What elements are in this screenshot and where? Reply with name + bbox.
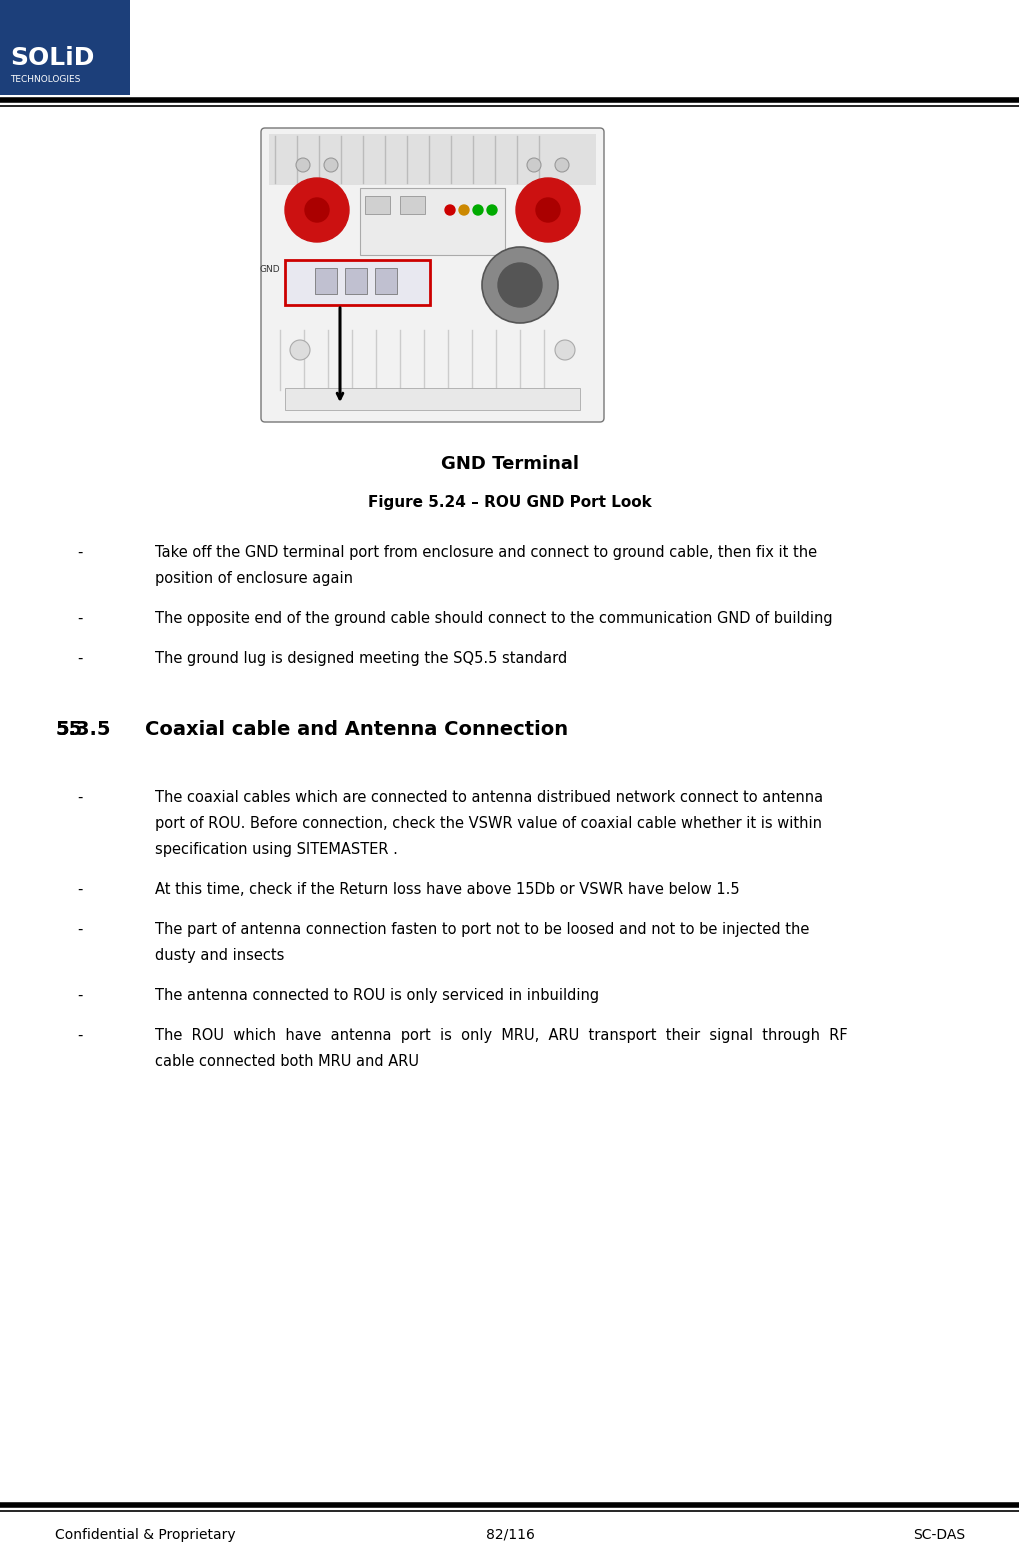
Bar (344, 269, 367, 294)
Text: At this time, check if the Return loss have above 15Db or VSWR have below 1.5: At this time, check if the Return loss h… (155, 883, 739, 897)
Circle shape (554, 341, 575, 359)
Text: cable connected both MRU and ARU: cable connected both MRU and ARU (155, 1054, 419, 1068)
Bar (269, 134, 595, 184)
Circle shape (324, 158, 337, 172)
Bar (315, 269, 336, 294)
Circle shape (497, 262, 541, 308)
Text: The opposite end of the ground cable should connect to the communication GND of : The opposite end of the ground cable sho… (155, 611, 832, 626)
Bar (365, 195, 389, 214)
Text: 82/116: 82/116 (485, 1528, 534, 1542)
Text: Confidential & Proprietary: Confidential & Proprietary (55, 1528, 235, 1542)
Text: Take off the GND terminal port from enclosure and connect to ground cable, then : Take off the GND terminal port from encl… (155, 545, 816, 561)
Circle shape (473, 205, 483, 216)
Text: -: - (77, 922, 83, 937)
Text: TECHNOLOGIES: TECHNOLOGIES (10, 75, 81, 84)
Circle shape (284, 178, 348, 242)
Text: position of enclosure again: position of enclosure again (155, 572, 353, 586)
Text: -: - (77, 611, 83, 626)
Text: SOLiD: SOLiD (10, 45, 95, 70)
FancyBboxPatch shape (261, 128, 603, 422)
Text: Coaxial cable and Antenna Connection: Coaxial cable and Antenna Connection (145, 720, 568, 739)
Circle shape (444, 205, 454, 216)
Text: GND: GND (259, 266, 280, 275)
Text: The part of antenna connection fasten to port not to be loosed and not to be inj: The part of antenna connection fasten to… (155, 922, 809, 937)
Bar (284, 387, 580, 409)
Text: -: - (77, 1028, 83, 1043)
Text: 55: 55 (55, 720, 83, 739)
Text: -: - (77, 989, 83, 1003)
Bar (284, 259, 430, 305)
Text: The coaxial cables which are connected to antenna distribued network connect to : The coaxial cables which are connected t… (155, 790, 822, 804)
Bar (0, 0, 129, 95)
Bar (360, 187, 504, 255)
Text: 5.3.5: 5.3.5 (55, 720, 110, 739)
Bar (399, 195, 425, 214)
Text: GND Terminal: GND Terminal (440, 455, 579, 473)
Text: SC-DAS: SC-DAS (912, 1528, 964, 1542)
Circle shape (516, 178, 580, 242)
Text: -: - (77, 790, 83, 804)
Text: The  ROU  which  have  antenna  port  is  only  MRU,  ARU  transport  their  sig: The ROU which have antenna port is only … (155, 1028, 847, 1043)
Circle shape (289, 341, 310, 359)
Text: dusty and insects: dusty and insects (155, 948, 284, 964)
Text: -: - (77, 545, 83, 561)
Circle shape (296, 158, 310, 172)
Circle shape (527, 158, 540, 172)
Circle shape (486, 205, 496, 216)
Text: The antenna connected to ROU is only serviced in inbuilding: The antenna connected to ROU is only ser… (155, 989, 598, 1003)
Text: port of ROU. Before connection, check the VSWR value of coaxial cable whether it: port of ROU. Before connection, check th… (155, 815, 821, 831)
Circle shape (554, 158, 569, 172)
Text: specification using SITEMASTER .: specification using SITEMASTER . (155, 842, 397, 858)
Text: The ground lug is designed meeting the SQ5.5 standard: The ground lug is designed meeting the S… (155, 651, 567, 665)
Circle shape (482, 247, 557, 323)
Bar (375, 269, 396, 294)
Text: -: - (77, 651, 83, 665)
Text: Figure 5.24 – ROU GND Port Look: Figure 5.24 – ROU GND Port Look (368, 495, 651, 511)
Circle shape (459, 205, 469, 216)
Circle shape (305, 198, 329, 222)
Circle shape (535, 198, 559, 222)
Text: -: - (77, 883, 83, 897)
